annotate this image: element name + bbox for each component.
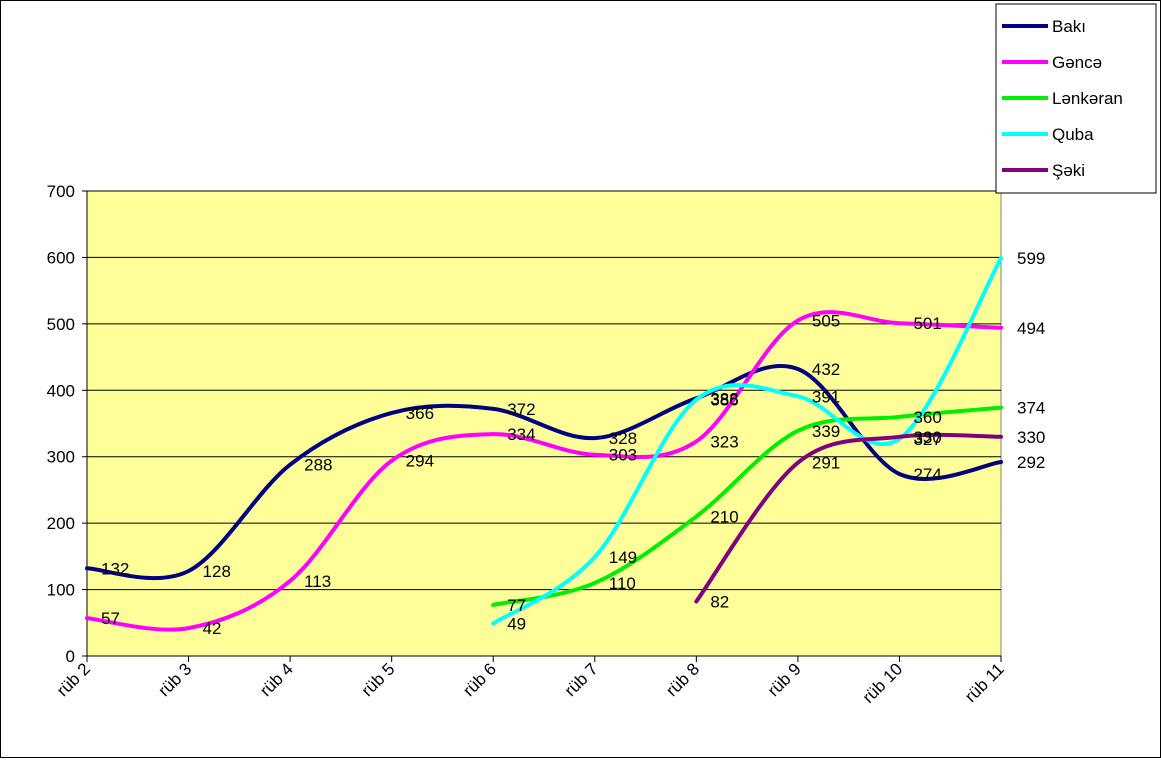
series-line-3 <box>491 405 1003 607</box>
data-label: 330 <box>913 428 941 447</box>
data-label: 388 <box>710 389 738 408</box>
data-label: 303 <box>609 446 637 465</box>
legend-box <box>995 3 1157 194</box>
y-tick-label: 500 <box>47 315 75 334</box>
data-label: 77 <box>507 596 526 615</box>
data-label: 288 <box>304 456 332 475</box>
plot-area <box>86 190 1002 657</box>
series-line-5 <box>694 432 1003 604</box>
data-label: 42 <box>203 619 222 638</box>
data-label: 372 <box>507 400 535 419</box>
data-label: 330 <box>1017 428 1045 447</box>
data-label: 128 <box>203 562 231 581</box>
data-label: 274 <box>913 465 941 484</box>
y-tick-label: 300 <box>47 448 75 467</box>
data-label: 366 <box>406 404 434 423</box>
series-line-4 <box>491 256 1003 626</box>
data-label: 110 <box>609 574 636 593</box>
data-label: 327 <box>913 430 941 449</box>
data-label: 494 <box>1017 319 1045 338</box>
y-tick-label: 200 <box>47 514 75 533</box>
data-label: 57 <box>101 609 120 628</box>
data-label: 505 <box>812 312 840 331</box>
data-label: 292 <box>1017 453 1045 472</box>
legend-label: Quba <box>1052 125 1094 144</box>
data-label: 291 <box>812 454 840 473</box>
data-label: 323 <box>710 432 738 451</box>
series-line-1 <box>85 364 1003 581</box>
y-tick-label: 700 <box>47 182 75 201</box>
y-tick-label: 100 <box>47 581 75 600</box>
data-label: 374 <box>1017 399 1045 418</box>
legend-label: Şəki <box>1052 161 1085 180</box>
data-label: 386 <box>710 391 738 410</box>
data-label: 82 <box>710 593 729 612</box>
data-label: 360 <box>913 408 941 427</box>
data-label: 599 <box>1017 249 1045 268</box>
legend-label: Bakı <box>1052 17 1086 36</box>
legend: Bakı Gəncə Lənkəran Quba Şəki <box>995 3 1157 194</box>
data-label: 294 <box>406 452 434 471</box>
data-label: 501 <box>913 314 941 333</box>
series-lines <box>85 256 1003 632</box>
data-labels: 132 128 288 366 372 328 388 432 274 292 57 42 113 294… <box>101 249 1045 638</box>
data-label: 49 <box>507 614 526 633</box>
data-label: 391 <box>812 387 840 406</box>
data-label: 149 <box>609 548 637 567</box>
series-line-2 <box>85 310 1003 632</box>
data-label: 339 <box>812 422 840 441</box>
y-tick-label: 600 <box>47 248 75 267</box>
legend-label: Lənkəran <box>1052 89 1123 108</box>
legend-label: Gəncə <box>1052 53 1102 72</box>
data-label: 432 <box>812 360 840 379</box>
data-label: 210 <box>710 508 738 527</box>
y-tick-label: 400 <box>47 381 75 400</box>
data-label: 113 <box>304 572 331 591</box>
y-tick-label: 0 <box>66 647 75 666</box>
data-label: 334 <box>507 425 535 444</box>
data-label: 328 <box>609 429 637 448</box>
data-label: 132 <box>101 559 129 578</box>
